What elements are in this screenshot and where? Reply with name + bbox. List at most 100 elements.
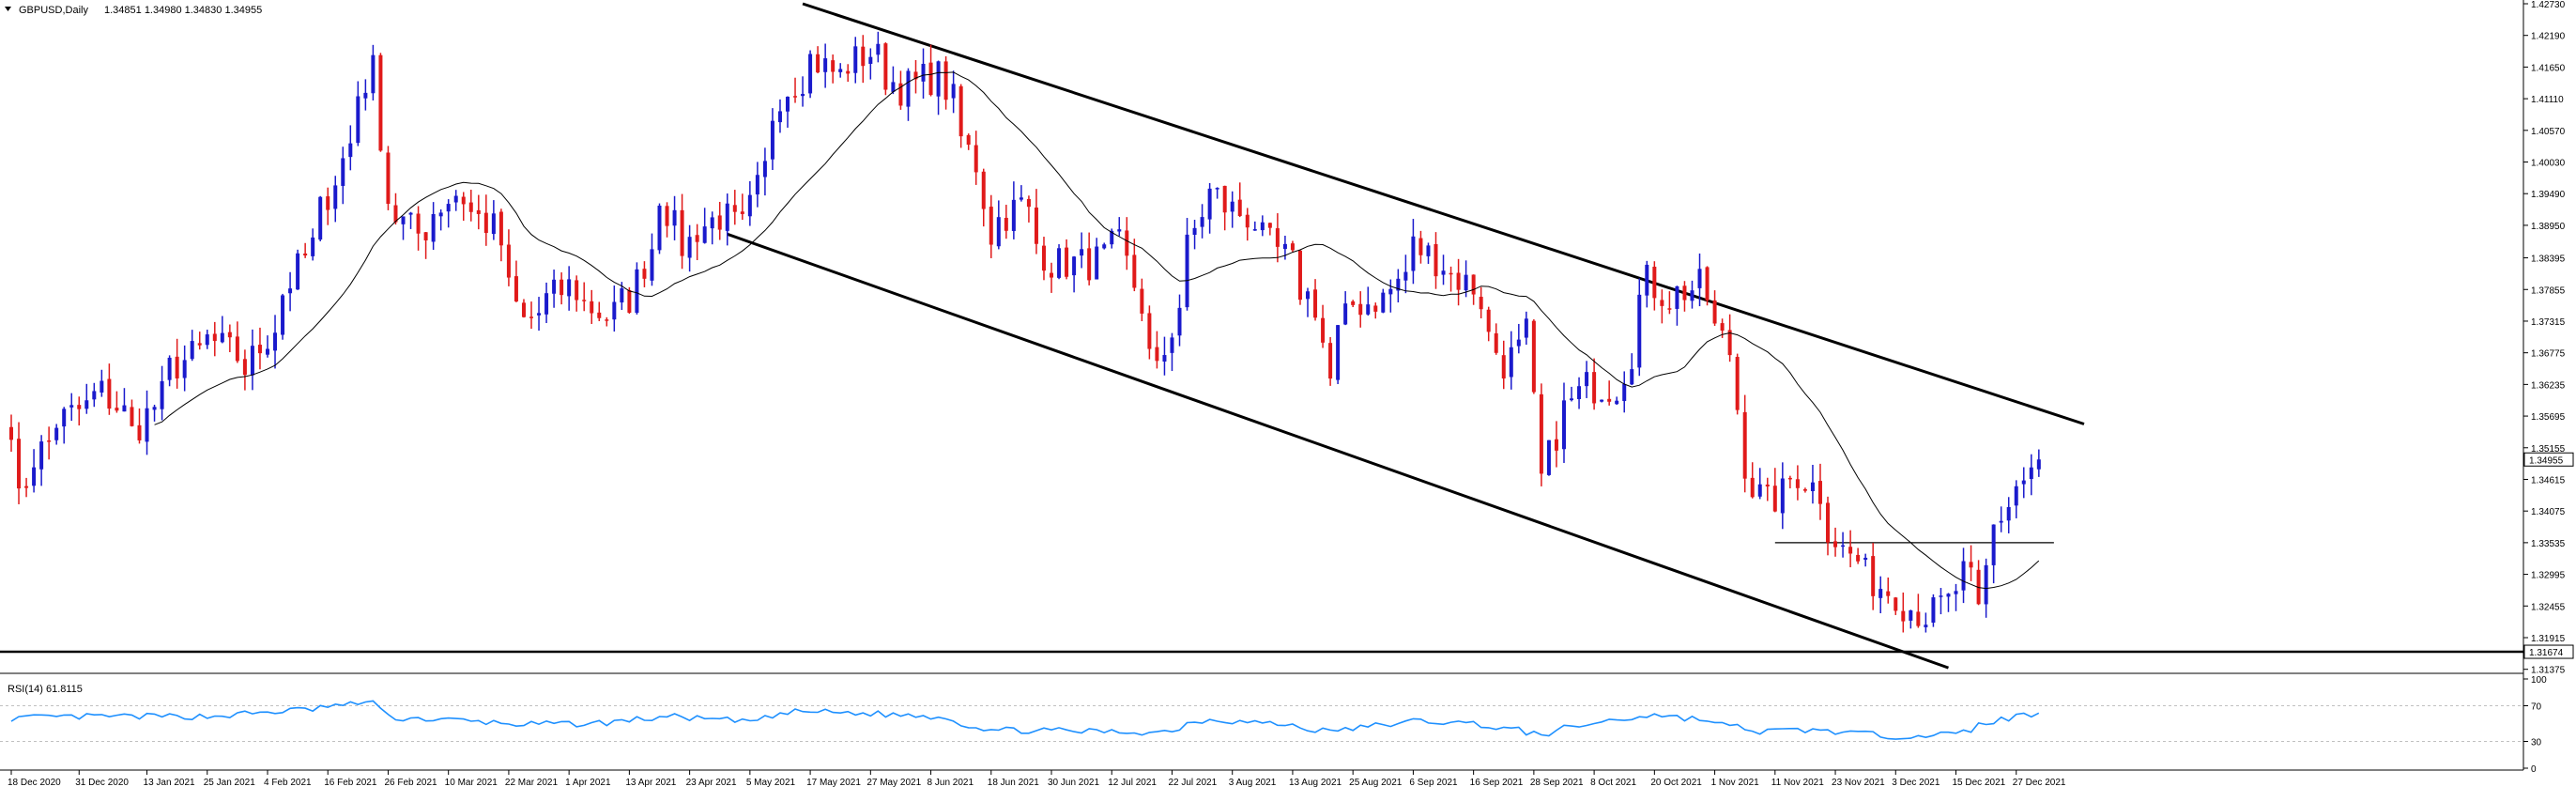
- candle-body: [1742, 411, 1747, 479]
- candle-body: [318, 196, 323, 240]
- bull-candle: [1207, 182, 1212, 234]
- bear-candle: [1373, 302, 1378, 319]
- bear-candle: [514, 260, 518, 302]
- bear-candle: [1449, 266, 1453, 292]
- date-tick-label: 22 Jul 2021: [1168, 778, 1217, 788]
- candle-body: [326, 196, 330, 210]
- bull-candle: [1697, 253, 1702, 307]
- price-tick-label: 1.31915: [2531, 634, 2566, 644]
- price-tag-label: 1.34955: [2529, 455, 2564, 466]
- candle-body: [1697, 269, 1702, 288]
- dropdown-triangle-icon[interactable]: [5, 7, 11, 11]
- candle-body: [1924, 625, 1928, 627]
- bear-candle: [227, 324, 232, 353]
- candle-body: [1471, 274, 1476, 295]
- moving-average-line: [154, 71, 2040, 590]
- bull-candle: [1095, 238, 1099, 280]
- candle-body: [1856, 554, 1861, 562]
- bear-candle: [898, 70, 903, 110]
- candle-body: [544, 293, 549, 315]
- bear-candle: [1140, 278, 1144, 321]
- bear-candle: [1501, 340, 1506, 390]
- bull-candle: [1388, 279, 1393, 313]
- bull-candle: [122, 388, 127, 412]
- candle-body: [665, 206, 669, 226]
- candle-body: [1630, 369, 1634, 385]
- candle-body: [1991, 524, 1996, 565]
- candle-body: [762, 161, 767, 177]
- bull-candle: [801, 76, 805, 107]
- candle-body: [1750, 477, 1755, 498]
- bull-candle: [1336, 324, 1341, 384]
- bull-candle: [2006, 497, 2011, 533]
- bear-candle: [1434, 232, 1438, 289]
- candle-body: [491, 213, 496, 235]
- candle-body: [650, 249, 654, 281]
- bull-candle: [823, 43, 828, 88]
- candle-body: [537, 313, 542, 316]
- candle-body: [1690, 290, 1694, 301]
- candle-body: [100, 380, 104, 393]
- bear-candle: [1735, 353, 1740, 415]
- candle-body: [2036, 459, 2041, 470]
- price-tag-box: [2523, 644, 2574, 659]
- bull-candle: [1464, 260, 1468, 298]
- bull-candle: [777, 99, 782, 133]
- bear-candle: [1237, 182, 1242, 218]
- bull-candle: [182, 345, 187, 392]
- bull-candle: [1343, 291, 1348, 326]
- candle-body: [1531, 320, 1536, 393]
- bull-candle: [69, 393, 74, 422]
- bear-candle: [1297, 249, 1302, 305]
- bear-candle: [423, 231, 428, 259]
- bull-candle: [1630, 353, 1634, 386]
- price-tick-label: 1.36775: [2531, 349, 2566, 360]
- bear-candle: [9, 414, 13, 452]
- upper-channel-trendline[interactable]: [802, 2, 2085, 425]
- candle-body: [816, 54, 820, 73]
- bull-candle: [265, 335, 269, 358]
- candle-body: [861, 46, 866, 67]
- candle-body: [1516, 339, 1521, 347]
- bull-candle: [54, 424, 59, 445]
- bear-candle: [966, 133, 971, 150]
- candle-body: [1969, 562, 1973, 568]
- candle-body: [1019, 197, 1023, 200]
- candle-body: [1396, 278, 1401, 291]
- candle-body: [605, 319, 609, 321]
- candle-body: [936, 61, 941, 97]
- candle-body: [386, 152, 391, 205]
- bull-candle: [1878, 576, 1883, 614]
- bear-candle: [989, 194, 993, 258]
- price-tag-box: [2523, 452, 2574, 467]
- candle-body: [1735, 357, 1740, 410]
- date-tick-label: 1 Apr 2021: [565, 778, 611, 788]
- candle-body: [612, 301, 617, 320]
- bear-candle: [1328, 336, 1333, 386]
- lower-channel-trendline[interactable]: [727, 232, 1949, 670]
- bear-candle: [590, 289, 594, 324]
- candle-body: [1570, 398, 1574, 401]
- bear-candle: [1321, 304, 1326, 348]
- candle-body: [1282, 243, 1287, 250]
- price-tick-label: 1.40030: [2531, 159, 2566, 169]
- candle-body: [371, 54, 376, 94]
- bull-candle: [348, 125, 353, 171]
- bull-candle: [1939, 588, 1943, 615]
- candle-body: [1901, 610, 1906, 622]
- candle-body: [1871, 556, 1876, 596]
- bull-candle: [205, 330, 209, 349]
- price-tick-label: 1.41110: [2531, 95, 2564, 105]
- candle-body: [1321, 317, 1326, 343]
- candle-body: [1607, 398, 1612, 402]
- bear-candle: [476, 194, 481, 230]
- candle-body: [597, 312, 602, 318]
- bull-candle: [1072, 255, 1077, 293]
- bear-candle: [521, 299, 526, 318]
- candle-body: [363, 92, 368, 99]
- candle-body: [356, 96, 360, 144]
- candle-body: [1275, 228, 1280, 247]
- candle-body: [785, 96, 790, 112]
- bear-candle: [1765, 477, 1770, 501]
- candle-body: [1909, 609, 1913, 621]
